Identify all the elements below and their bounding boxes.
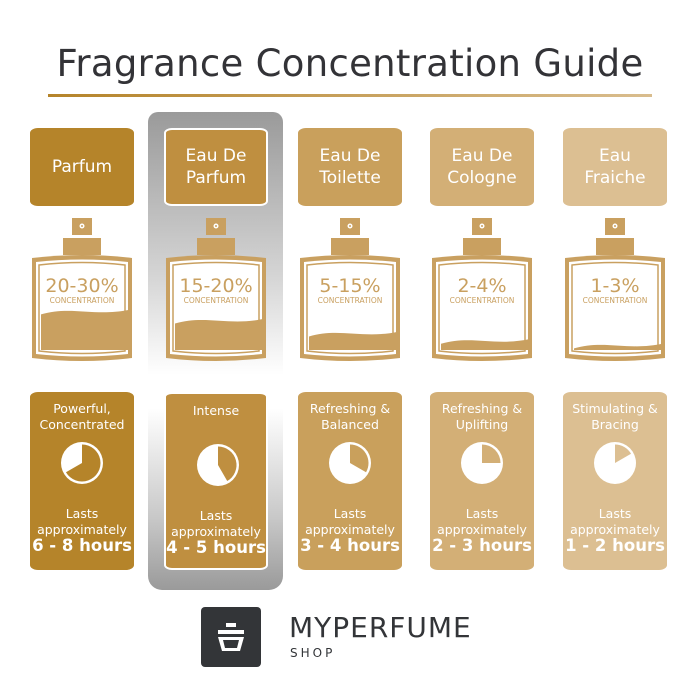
type-name-line2: Parfum bbox=[185, 168, 247, 188]
pie-wedge bbox=[615, 444, 632, 463]
duration-card: Stimulating & Bracing Lasts approximatel… bbox=[563, 392, 667, 570]
duration-card: Refreshing & Uplifting Lasts approximate… bbox=[430, 392, 534, 570]
column-2: Eau De Toilette 5-15% CONCENTRATION Refr… bbox=[283, 0, 417, 700]
description-line2: Concentrated bbox=[39, 417, 125, 432]
approximately-label: approximately bbox=[37, 522, 127, 537]
description-line2: Uplifting bbox=[455, 417, 509, 432]
description-line1: Stimulating & bbox=[572, 401, 658, 416]
bottle-neck bbox=[197, 238, 235, 255]
concentration-value: 20-30% bbox=[45, 275, 118, 297]
title-underline bbox=[48, 94, 652, 97]
type-name-line1: Eau bbox=[599, 146, 631, 166]
description-line2: Balanced bbox=[321, 417, 379, 432]
bottle-icon: 15-20% CONCENTRATION bbox=[166, 218, 266, 361]
type-header: Eau De Parfum bbox=[164, 128, 268, 206]
type-name-line2: Toilette bbox=[319, 168, 381, 188]
column-3: Eau De Cologne 2-4% CONCENTRATION Refres… bbox=[415, 0, 549, 700]
type-name-line1: Parfum bbox=[51, 157, 113, 177]
description-line1: Refreshing & bbox=[309, 401, 391, 416]
bottle-neck bbox=[63, 238, 101, 255]
duration-card: Intense Lasts approximately 4 - 5 hours bbox=[164, 392, 268, 570]
type-header: Eau Fraiche bbox=[563, 128, 667, 206]
duration-pie bbox=[61, 442, 103, 484]
bottle-liquid bbox=[41, 309, 131, 350]
description-line1: Refreshing & bbox=[441, 401, 523, 416]
bottle-liquid bbox=[175, 318, 265, 350]
column-4: Eau Fraiche 1-3% CONCENTRATION Stimulati… bbox=[548, 0, 682, 700]
concentration-label: CONCENTRATION bbox=[184, 296, 249, 305]
duration-hours: 4 - 5 hours bbox=[166, 538, 266, 557]
concentration-label: CONCENTRATION bbox=[318, 296, 383, 305]
concentration-value: 1-3% bbox=[590, 275, 639, 297]
pie-wedge bbox=[218, 446, 237, 482]
concentration-label: CONCENTRATION bbox=[50, 296, 115, 305]
type-name-line2: Cologne bbox=[447, 168, 517, 188]
duration-pie bbox=[197, 444, 239, 486]
bottle-liquid bbox=[574, 343, 664, 350]
lasts-label: Lasts bbox=[598, 506, 632, 521]
pie-wedge bbox=[65, 444, 101, 482]
brand-name: MYPERFUME bbox=[289, 611, 472, 644]
bottle-icon: 5-15% CONCENTRATION bbox=[300, 218, 400, 361]
duration-hours: 1 - 2 hours bbox=[565, 536, 665, 555]
concentration-value: 5-15% bbox=[319, 275, 380, 297]
page-title: Fragrance Concentration Guide bbox=[56, 42, 644, 85]
type-header: Eau De Cologne bbox=[430, 128, 534, 206]
column-1: Eau De Parfum 15-20% CONCENTRATION Inten… bbox=[149, 0, 283, 700]
bottle-liquid bbox=[441, 338, 531, 350]
approximately-label: approximately bbox=[171, 524, 261, 539]
concentration-value: 2-4% bbox=[457, 275, 506, 297]
concentration-label: CONCENTRATION bbox=[583, 296, 648, 305]
type-name-line1: Eau De bbox=[185, 146, 247, 166]
description-line1: Intense bbox=[192, 403, 240, 418]
brand-sub: SHOP bbox=[290, 646, 336, 660]
duration-pie bbox=[461, 442, 503, 484]
bottle-neck bbox=[331, 238, 369, 255]
type-name-line2: Fraiche bbox=[584, 168, 646, 188]
bottle-icon: 1-3% CONCENTRATION bbox=[565, 218, 665, 361]
description-line1: Powerful, bbox=[53, 401, 111, 416]
brand-logo-icon bbox=[201, 607, 261, 667]
duration-pie bbox=[594, 442, 636, 484]
concentration-label: CONCENTRATION bbox=[450, 296, 515, 305]
type-header: Parfum bbox=[30, 128, 134, 206]
bottle-icon: 2-4% CONCENTRATION bbox=[432, 218, 532, 361]
duration-pie bbox=[329, 442, 371, 484]
pie-wedge bbox=[350, 444, 369, 473]
type-name-line1: Eau De bbox=[451, 146, 513, 166]
lasts-label: Lasts bbox=[333, 506, 367, 521]
bottle-liquid bbox=[309, 331, 399, 350]
duration-card: Refreshing & Balanced Lasts approximatel… bbox=[298, 392, 402, 570]
type-header: Eau De Toilette bbox=[298, 128, 402, 206]
duration-hours: 3 - 4 hours bbox=[300, 536, 400, 555]
bottle-neck bbox=[463, 238, 501, 255]
column-0: Parfum 20-30% CONCENTRATION Powerful, Co… bbox=[15, 0, 149, 700]
type-name-line1: Eau De bbox=[319, 146, 381, 166]
duration-card: Powerful, Concentrated Lasts approximate… bbox=[30, 392, 134, 570]
lasts-label: Lasts bbox=[199, 508, 233, 523]
description-line2: Bracing bbox=[591, 417, 639, 432]
pie-wedge bbox=[482, 444, 501, 463]
duration-hours: 2 - 3 hours bbox=[432, 536, 532, 555]
approximately-label: approximately bbox=[570, 522, 660, 537]
lasts-label: Lasts bbox=[65, 506, 99, 521]
approximately-label: approximately bbox=[305, 522, 395, 537]
bottle-neck bbox=[596, 238, 634, 255]
lasts-label: Lasts bbox=[465, 506, 499, 521]
concentration-value: 15-20% bbox=[179, 275, 252, 297]
duration-hours: 6 - 8 hours bbox=[32, 536, 132, 555]
approximately-label: approximately bbox=[437, 522, 527, 537]
bottle-icon: 20-30% CONCENTRATION bbox=[32, 218, 132, 361]
